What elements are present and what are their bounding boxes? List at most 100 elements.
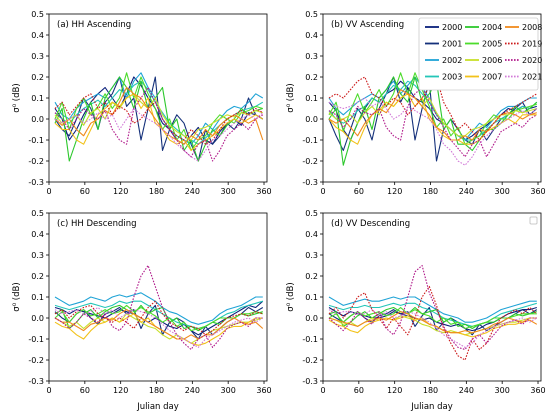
- series-line-2006: [54, 93, 263, 141]
- y-axis-label: σ⁰ (dB): [286, 282, 296, 311]
- legend-label-2006: 2006: [482, 56, 502, 65]
- x-tick-label: 180: [423, 187, 438, 196]
- legend-label-2005: 2005: [482, 40, 502, 49]
- x-tick-label: 0: [320, 386, 325, 395]
- plot-frame: [48, 13, 268, 183]
- series-line-2019: [54, 300, 263, 336]
- y-tick-label: 0.0: [31, 314, 44, 323]
- y-tick-label: 0.1: [305, 293, 318, 302]
- series-line-2002: [54, 292, 263, 325]
- x-tick-label: 60: [80, 386, 90, 395]
- x-tick-label: 360: [256, 187, 271, 196]
- series-line-2005: [328, 72, 537, 145]
- panel-title: (b) VV Ascending: [331, 20, 404, 30]
- x-tick-label: 60: [354, 386, 364, 395]
- x-tick-label: 120: [113, 187, 128, 196]
- y-tick-label: 0.3: [305, 52, 318, 61]
- x-tick-label: 0: [320, 187, 325, 196]
- y-tick-label: 0.5: [31, 10, 44, 19]
- legend: 2000 2001 2002 2003 2004 2005 2006 2007 2008 2019…: [418, 17, 542, 91]
- x-tick-label: 120: [387, 187, 402, 196]
- y-tick-label: -0.3: [28, 377, 44, 386]
- y-tick-label: -0.2: [302, 356, 318, 365]
- series-line-2003: [54, 300, 263, 330]
- panel-4: 0 60 120 180 240 300 360 -0.3 -0.2 -0.1 0.0 0.1 0.2 0…: [286, 209, 546, 412]
- y-tick-label: 0.2: [31, 73, 44, 82]
- y-tick-label: 0.1: [305, 94, 318, 103]
- series-line-2021: [328, 309, 538, 348]
- x-tick-label: 240: [185, 187, 200, 196]
- x-tick-label: 120: [387, 386, 402, 395]
- x-tick-label: 360: [530, 386, 545, 395]
- x-tick-label: 300: [221, 386, 236, 395]
- x-tick-label: 120: [113, 386, 128, 395]
- x-tick-label: 0: [46, 386, 51, 395]
- y-tick-label: 0.5: [31, 209, 44, 218]
- y-tick-label: -0.1: [28, 136, 44, 145]
- y-tick-label: 0.0: [305, 115, 318, 124]
- y-tick-label: -0.3: [302, 178, 318, 187]
- legend-box: [418, 17, 539, 91]
- x-tick-label: 240: [185, 386, 200, 395]
- series-line-2020: [54, 86, 264, 162]
- panel-1: 0 60 120 180 240 300 360 -0.3 -0.2 -0.1 0.0 0.1 0.2 0…: [12, 10, 272, 196]
- series-group: [54, 264, 264, 351]
- x-tick-label: 60: [354, 187, 364, 196]
- series-line-2020: [54, 264, 263, 351]
- panel-title: (c) HH Descending: [57, 219, 137, 229]
- x-tick-label: 240: [459, 386, 474, 395]
- series-line-2020: [328, 264, 537, 351]
- legend-label-2003: 2003: [442, 73, 462, 82]
- series-line-2020: [328, 86, 538, 158]
- y-axis-label: σ⁰ (dB): [286, 83, 296, 112]
- legend-label-2021: 2021: [522, 73, 542, 82]
- panel-3: 0 60 120 180 240 300 360 -0.3 -0.2 -0.1 0.0 0.1 0.2 0…: [12, 209, 272, 412]
- y-tick-label: -0.2: [28, 157, 44, 166]
- series-line-2002: [328, 296, 537, 323]
- x-tick-label: 180: [423, 386, 438, 395]
- y-tick-label: 0.2: [31, 272, 44, 281]
- legend-label-2007: 2007: [482, 73, 502, 82]
- x-tick-label: 300: [221, 187, 236, 196]
- y-tick-label: 0.4: [31, 31, 44, 40]
- y-tick-label: 0.3: [31, 52, 44, 61]
- y-tick-label: 0.3: [31, 251, 44, 260]
- panel-title: (a) HH Ascending: [57, 20, 131, 30]
- series-line-2001: [54, 304, 264, 340]
- y-tick-label: 0.4: [305, 31, 318, 40]
- x-axis-label: Julian day: [410, 402, 453, 412]
- y-tick-label: 0.1: [31, 293, 44, 302]
- x-tick-label: 360: [530, 187, 545, 196]
- x-axis-label: Julian day: [136, 402, 179, 412]
- series-line-2019: [328, 285, 538, 361]
- x-tick-label: 360: [256, 386, 271, 395]
- x-tick-label: 60: [80, 187, 90, 196]
- y-tick-label: 0.3: [305, 251, 318, 260]
- y-axis-label: σ⁰ (dB): [12, 282, 22, 311]
- x-tick-label: 240: [459, 187, 474, 196]
- legend-label-2000: 2000: [442, 23, 462, 32]
- series-line-2003: [328, 302, 537, 327]
- y-tick-label: 0.2: [305, 73, 318, 82]
- series-line-2021: [54, 107, 264, 162]
- legend-label-2004: 2004: [482, 23, 502, 32]
- y-tick-label: 0.5: [305, 10, 318, 19]
- legend-label-2019: 2019: [522, 40, 542, 49]
- y-tick-label: 0.2: [305, 272, 318, 281]
- y-tick-label: 0.0: [305, 314, 318, 323]
- legend-label-2001: 2001: [442, 40, 462, 49]
- y-tick-label: -0.1: [302, 136, 318, 145]
- y-tick-label: -0.2: [302, 157, 318, 166]
- y-tick-label: 0.4: [305, 230, 318, 239]
- x-tick-label: 0: [46, 187, 51, 196]
- series-line-2007: [328, 93, 537, 145]
- x-tick-label: 180: [149, 386, 164, 395]
- series-group: [54, 72, 264, 162]
- series-line-2021: [328, 97, 538, 166]
- x-tick-label: 180: [149, 187, 164, 196]
- series-line-2002: [54, 72, 264, 145]
- y-tick-label: 0.1: [31, 94, 44, 103]
- plot-frame: [48, 212, 268, 382]
- y-tick-label: -0.3: [302, 377, 318, 386]
- y-tick-label: -0.2: [28, 356, 44, 365]
